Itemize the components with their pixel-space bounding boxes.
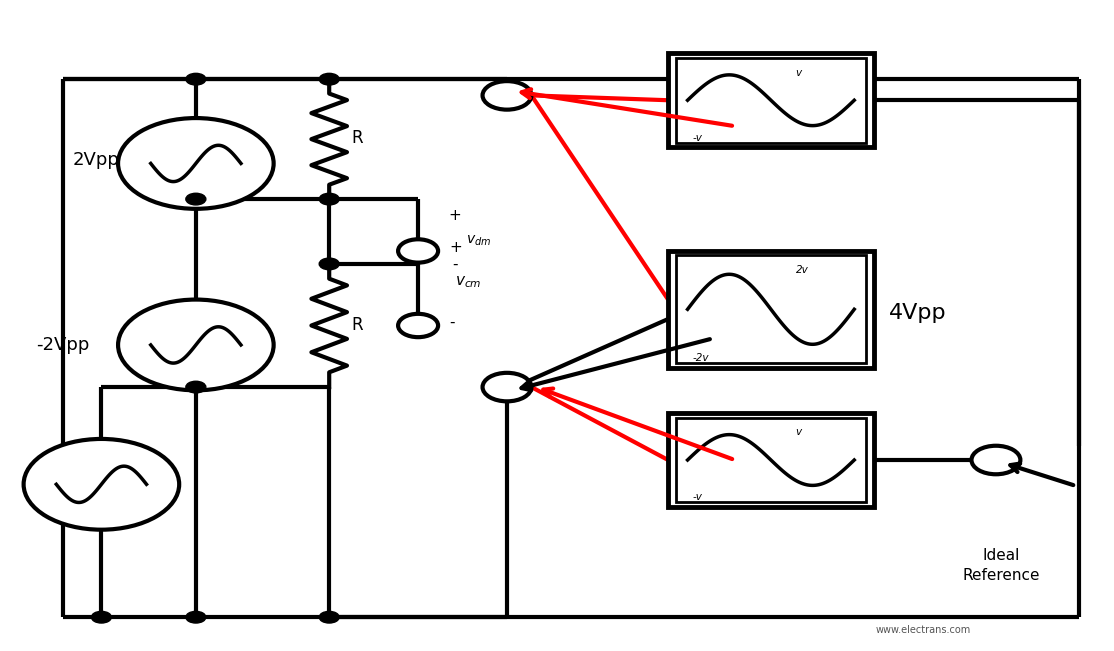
Text: -2Vpp: -2Vpp	[36, 336, 89, 354]
Circle shape	[186, 381, 206, 393]
Text: $v_{cm}$: $v_{cm}$	[455, 274, 481, 290]
Circle shape	[118, 118, 274, 209]
Text: +: +	[449, 240, 462, 255]
Text: Reference: Reference	[962, 568, 1040, 583]
Text: -v: -v	[693, 492, 703, 503]
Text: -v: -v	[693, 133, 703, 143]
Text: 2Vpp: 2Vpp	[72, 151, 119, 169]
Bar	[668, 413, 873, 507]
Bar	[668, 251, 873, 368]
Text: -: -	[449, 315, 455, 330]
Circle shape	[186, 193, 206, 205]
Circle shape	[482, 81, 531, 109]
Text: v: v	[795, 68, 802, 77]
Circle shape	[320, 611, 339, 623]
Text: -2v: -2v	[693, 353, 710, 363]
Circle shape	[320, 258, 339, 270]
Circle shape	[482, 373, 531, 402]
Text: R: R	[351, 316, 363, 335]
Text: R: R	[351, 128, 363, 146]
Circle shape	[91, 611, 111, 623]
Text: 2v: 2v	[795, 265, 809, 275]
Circle shape	[398, 240, 438, 262]
Text: $v_{dm}$: $v_{dm}$	[466, 234, 491, 249]
Circle shape	[186, 74, 206, 85]
Text: +: +	[449, 208, 461, 223]
Text: $v_{cm}$: $v_{cm}$	[43, 475, 75, 493]
Circle shape	[186, 611, 206, 623]
Circle shape	[320, 193, 339, 205]
Circle shape	[23, 439, 179, 530]
Text: v: v	[795, 427, 802, 437]
Text: www.electrans.com: www.electrans.com	[876, 625, 971, 635]
Bar	[676, 417, 866, 503]
Circle shape	[971, 446, 1020, 475]
Text: 4Vpp: 4Vpp	[889, 303, 947, 322]
Circle shape	[320, 74, 339, 85]
Bar	[668, 53, 873, 147]
Circle shape	[398, 314, 438, 337]
Bar	[676, 255, 866, 363]
Bar	[676, 58, 866, 143]
Text: -: -	[452, 256, 458, 271]
Circle shape	[118, 299, 274, 391]
Text: Ideal: Ideal	[983, 548, 1020, 563]
